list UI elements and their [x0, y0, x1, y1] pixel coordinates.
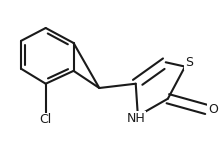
Text: NH: NH: [127, 112, 145, 125]
Text: S: S: [185, 56, 193, 69]
Text: O: O: [208, 102, 218, 115]
Text: Cl: Cl: [40, 113, 52, 126]
